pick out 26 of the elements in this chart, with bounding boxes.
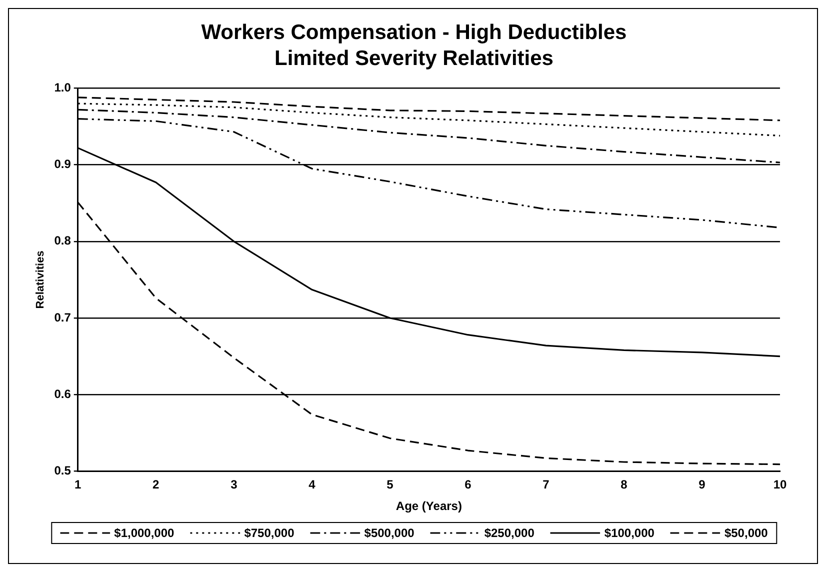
legend-label: $100,000 xyxy=(604,526,654,540)
y-axis-title: Relativities xyxy=(34,250,47,309)
chart-title: Workers Compensation - High Deductibles xyxy=(200,20,628,46)
y-tick-label: 0.5 xyxy=(54,464,72,478)
x-tick-label: 9 xyxy=(698,478,706,492)
legend-label: $250,000 xyxy=(484,526,534,540)
legend-label: $1,000,000 xyxy=(114,526,174,540)
x-tick-label: 10 xyxy=(773,478,787,492)
legend-label: $750,000 xyxy=(244,526,294,540)
legend-label: $50,000 xyxy=(724,526,768,540)
x-tick-label: 3 xyxy=(230,478,238,492)
x-axis-title: Age (Years) xyxy=(396,499,462,514)
legend-label: $500,000 xyxy=(364,526,414,540)
x-tick-label: 5 xyxy=(386,478,394,492)
x-tick-label: 1 xyxy=(74,478,82,492)
y-tick-label: 0.6 xyxy=(54,386,72,401)
x-tick-label: 7 xyxy=(542,478,550,492)
x-tick-label: 6 xyxy=(464,478,472,492)
x-tick-label: 2 xyxy=(152,478,160,492)
x-tick-label: 8 xyxy=(620,478,628,492)
y-tick-label: 0.8 xyxy=(54,234,72,248)
chart-subtitle: Limited Severity Relativities xyxy=(274,46,554,72)
x-tick-label: 4 xyxy=(308,478,316,492)
y-tick-label: 0.9 xyxy=(54,157,72,172)
y-tick-label: 1.0 xyxy=(54,80,72,95)
y-tick-label: 0.7 xyxy=(54,310,72,324)
